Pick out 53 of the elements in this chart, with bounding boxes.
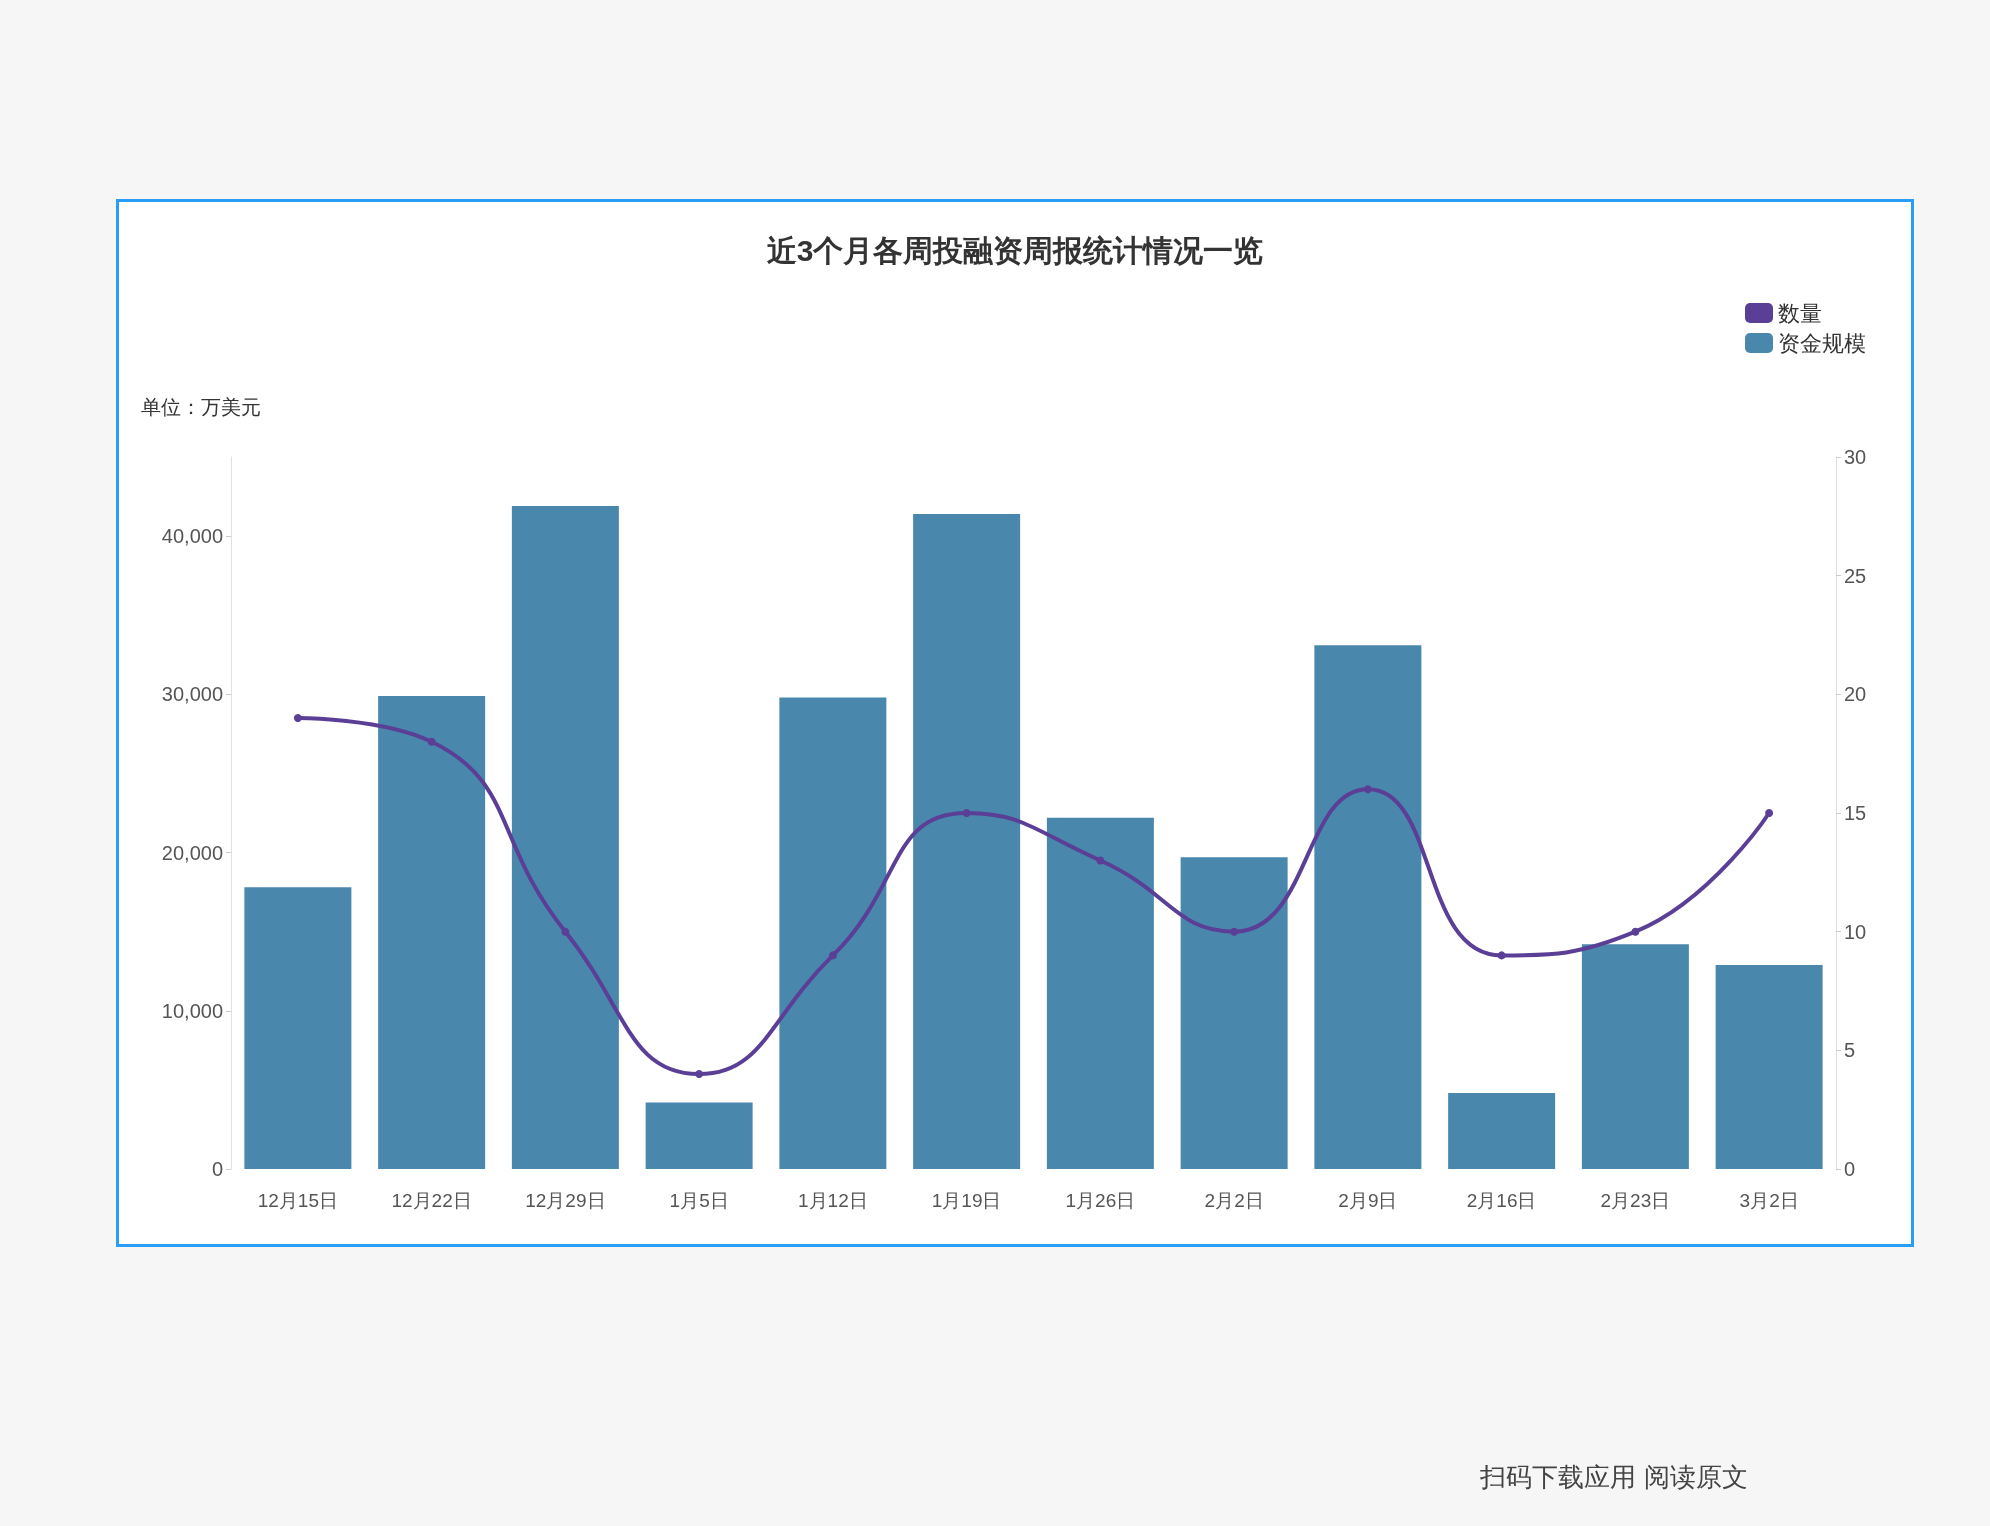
bar — [511, 506, 619, 1169]
y2-tick-label: 30 — [1844, 446, 1867, 468]
point — [1363, 785, 1372, 794]
bar — [1314, 645, 1422, 1169]
x-tick-label: 1月26日 — [1065, 1190, 1136, 1211]
point — [695, 1070, 704, 1079]
x-tick-label: 1月12日 — [798, 1190, 868, 1211]
bar — [779, 697, 887, 1169]
y-tick-label: 20,000 — [161, 841, 223, 864]
text: 扫码下载应用 阅读原文 — [1480, 1461, 1749, 1494]
x-tick-label: 12月29日 — [525, 1190, 606, 1211]
bar — [913, 513, 1021, 1169]
y2-tick-label: 0 — [1844, 1158, 1856, 1180]
point — [1765, 809, 1774, 817]
legend-label: 数量 — [1778, 300, 1822, 326]
x-tick-label: 2月2日 — [1204, 1190, 1264, 1211]
bar — [1046, 817, 1154, 1169]
x-tick-label: 2月23日 — [1600, 1190, 1671, 1211]
bar — [645, 1102, 753, 1169]
x-tick-label: 1月5日 — [669, 1190, 729, 1211]
x-tick-label: 12月15日 — [257, 1190, 339, 1211]
x-tick-label: 1月19日 — [931, 1190, 1002, 1211]
point — [828, 951, 837, 960]
x-tick-label: 3月2日 — [1739, 1190, 1799, 1211]
point — [1096, 856, 1105, 865]
bar — [1715, 964, 1823, 1169]
bar — [1180, 857, 1288, 1169]
x-tick-label: 12月22日 — [391, 1190, 472, 1211]
point — [293, 714, 302, 723]
y2-tick-label: 20 — [1844, 683, 1867, 706]
x-tick-label: 2月16日 — [1466, 1190, 1537, 1211]
point — [1631, 927, 1640, 936]
y-axis-title: 单位：万美元 — [141, 396, 261, 418]
y-tick-label: 10,000 — [161, 999, 223, 1022]
bar — [244, 887, 352, 1169]
y-tick-label: 30,000 — [161, 683, 223, 706]
bar — [1448, 1093, 1556, 1169]
y2-tick-label: 25 — [1844, 564, 1867, 587]
point — [561, 927, 570, 936]
point — [1497, 951, 1506, 960]
legend-label: 资金规模 — [1778, 330, 1866, 356]
y-tick-label: 40,000 — [161, 525, 223, 548]
bar — [378, 695, 486, 1169]
y2-tick-label: 10 — [1844, 920, 1867, 943]
point — [962, 809, 971, 817]
bar — [1581, 944, 1689, 1169]
point — [1230, 927, 1239, 936]
y2-tick-label: 15 — [1844, 802, 1867, 824]
chart-title: 近3个月各周投融资周报统计情况一览 — [766, 233, 1264, 267]
y2-tick-label: 5 — [1844, 1039, 1856, 1062]
x-tick-label: 2月9日 — [1338, 1190, 1398, 1211]
point — [427, 737, 436, 746]
y-tick-label: 0 — [211, 1158, 223, 1180]
